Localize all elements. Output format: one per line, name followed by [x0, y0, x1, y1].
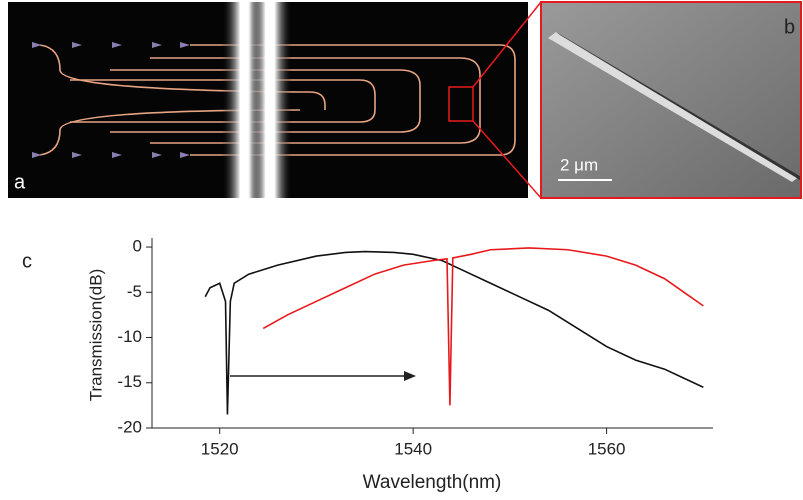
x-tick-label: 1560 [588, 439, 626, 458]
series-line [262, 247, 704, 406]
y-tick-label: -10 [117, 327, 142, 346]
panel-label: a [14, 171, 26, 193]
y-tick-label: -15 [117, 372, 142, 391]
y-tick-label: -20 [117, 417, 142, 436]
scale-bar-label: 2 μm [560, 155, 598, 174]
x-tick-label: 1520 [201, 439, 239, 458]
y-tick-label: -5 [127, 282, 142, 301]
panel-b-image [540, 1, 802, 199]
arrowhead [404, 371, 416, 381]
y-tick-label: 0 [133, 237, 142, 256]
x-tick-label: 1540 [394, 439, 432, 458]
series-line [204, 250, 704, 415]
panel-a-image [8, 1, 542, 199]
x-axis-label: Wavelength(nm) [363, 472, 502, 493]
panel-label: b [784, 16, 795, 38]
panel-label: c [22, 250, 32, 272]
y-axis-label: Transmission(dB) [86, 269, 105, 402]
